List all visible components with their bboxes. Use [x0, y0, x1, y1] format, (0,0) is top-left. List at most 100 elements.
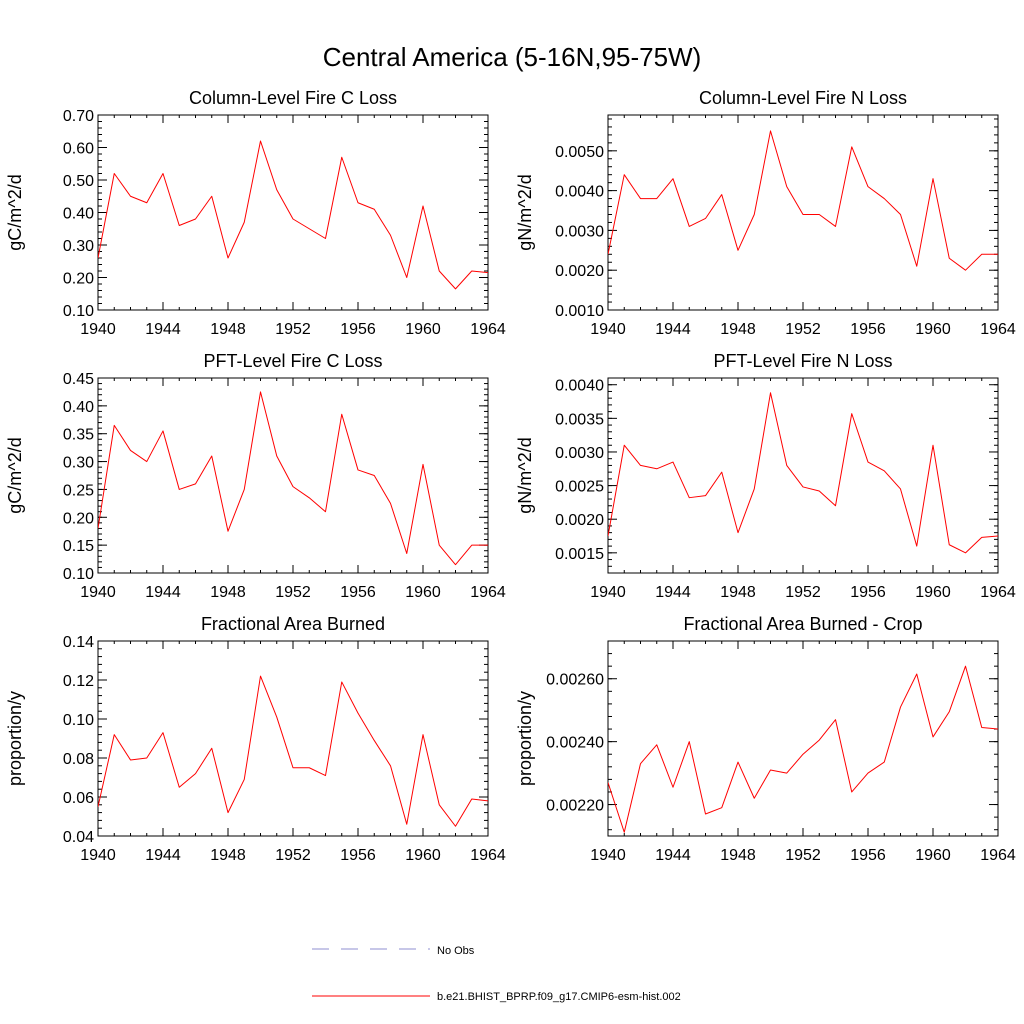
x-tick-label: 1964 — [980, 584, 1016, 601]
y-tick-label: 0.70 — [63, 108, 94, 125]
y-tick-label: 0.0040 — [555, 184, 604, 201]
y-axis-label: gC/m^2/d — [5, 437, 25, 513]
y-tick-label: 0.0015 — [555, 546, 604, 563]
series-line — [608, 130, 998, 271]
panel-6: Fractional Area Burned - Crop proportion/… — [515, 614, 1016, 864]
panel-1: Column-Level Fire C Loss gC/m^2/d 1940 1944… — [5, 88, 506, 338]
panel-title: Column-Level Fire N Loss — [699, 88, 907, 108]
y-tick-label: 0.10 — [63, 712, 94, 729]
x-tick-label: 1940 — [590, 584, 626, 601]
plot-frame — [607, 640, 999, 837]
legend-label-no-obs: No Obs — [437, 945, 475, 957]
x-tick-label: 1956 — [340, 321, 376, 338]
panel-4: PFT-Level Fire N Loss gN/m^2/d 1940 1944 194… — [515, 351, 1016, 601]
y-tick-label: 0.30 — [63, 238, 94, 255]
series-line — [98, 675, 488, 827]
y-tick-label: 0.0010 — [555, 303, 604, 320]
y-tick-label: 0.15 — [63, 538, 94, 555]
y-tick-label: 0.0040 — [555, 378, 604, 395]
x-tick-label: 1940 — [80, 321, 116, 338]
y-tick-label: 0.0035 — [555, 411, 604, 428]
y-tick-label: 0.40 — [63, 399, 94, 416]
y-tick-label: 0.20 — [63, 271, 94, 288]
x-tick-label: 1964 — [470, 584, 506, 601]
panel-3: PFT-Level Fire C Loss gC/m^2/d 1940 1944 194… — [5, 351, 506, 601]
y-tick-label: 0.0030 — [555, 445, 604, 462]
y-tick-label: 0.10 — [63, 566, 94, 583]
legend: No Obs b.e21.BHIST_BPRP.f09_g17.CMIP6-es… — [312, 945, 681, 1003]
x-tick-label: 1956 — [340, 847, 376, 864]
y-tick-label: 0.60 — [63, 141, 94, 158]
y-tick-label: 0.0050 — [555, 144, 604, 161]
y-tick-label: 0.40 — [63, 206, 94, 223]
y-tick-label: 0.06 — [63, 790, 94, 807]
x-tick-label: 1964 — [470, 847, 506, 864]
series-line — [608, 665, 998, 833]
legend-label-model: b.e21.BHIST_BPRP.f09_g17.CMIP6-esm-hist.… — [437, 991, 681, 1003]
y-tick-label: 0.04 — [63, 829, 94, 846]
x-tick-label: 1960 — [915, 321, 951, 338]
x-tick-label: 1948 — [210, 321, 246, 338]
x-tick-label: 1956 — [340, 584, 376, 601]
x-tick-label: 1960 — [915, 847, 951, 864]
x-tick-label: 1956 — [850, 584, 886, 601]
y-tick-label: 0.12 — [63, 673, 94, 690]
y-tick-label: 0.50 — [63, 173, 94, 190]
x-tick-label: 1960 — [405, 584, 441, 601]
x-tick-label: 1960 — [915, 584, 951, 601]
x-tick-label: 1960 — [405, 321, 441, 338]
x-tick-label: 1944 — [655, 584, 691, 601]
panel-5: Fractional Area Burned proportion/y 1940 19… — [5, 614, 506, 864]
x-tick-label: 1952 — [785, 847, 821, 864]
plot-frame — [97, 377, 489, 574]
x-tick-label: 1956 — [850, 321, 886, 338]
x-tick-label: 1952 — [785, 321, 821, 338]
x-tick-label: 1940 — [590, 847, 626, 864]
y-tick-label: 0.08 — [63, 751, 94, 768]
x-tick-label: 1940 — [590, 321, 626, 338]
panel-title: Fractional Area Burned - Crop — [683, 614, 922, 634]
y-tick-label: 0.0030 — [555, 223, 604, 240]
series-line — [98, 140, 488, 290]
x-tick-label: 1948 — [720, 584, 756, 601]
x-tick-label: 1948 — [210, 584, 246, 601]
y-axis-label: gC/m^2/d — [5, 174, 25, 250]
panel-2: Column-Level Fire N Loss gN/m^2/d 1940 1944… — [515, 88, 1016, 338]
x-tick-label: 1948 — [720, 321, 756, 338]
y-tick-label: 0.00240 — [546, 735, 604, 752]
plot-frame — [607, 377, 999, 574]
x-tick-label: 1944 — [145, 321, 181, 338]
panel-title: Column-Level Fire C Loss — [189, 88, 397, 108]
y-tick-label: 0.30 — [63, 455, 94, 472]
x-tick-label: 1944 — [655, 847, 691, 864]
y-tick-label: 0.45 — [63, 371, 94, 388]
y-tick-label: 0.0020 — [555, 263, 604, 280]
series-line — [98, 391, 488, 566]
x-tick-label: 1944 — [655, 321, 691, 338]
y-tick-label: 0.00260 — [546, 672, 604, 689]
series-line — [608, 392, 998, 554]
panel-grid: Column-Level Fire C Loss gC/m^2/d 1940 1944… — [5, 88, 1016, 864]
y-tick-label: 0.20 — [63, 510, 94, 527]
y-axis-label: proportion/y — [5, 691, 25, 786]
x-tick-label: 1952 — [275, 321, 311, 338]
plot-frame — [97, 640, 489, 837]
x-tick-label: 1948 — [720, 847, 756, 864]
y-tick-label: 0.0020 — [555, 512, 604, 529]
x-tick-label: 1952 — [275, 847, 311, 864]
y-axis-label: gN/m^2/d — [515, 174, 535, 250]
panel-title: PFT-Level Fire N Loss — [713, 351, 892, 371]
x-tick-label: 1952 — [275, 584, 311, 601]
y-tick-label: 0.35 — [63, 427, 94, 444]
panel-title: Fractional Area Burned — [201, 614, 385, 634]
y-tick-label: 0.0025 — [555, 479, 604, 496]
x-tick-label: 1940 — [80, 584, 116, 601]
y-tick-label: 0.10 — [63, 303, 94, 320]
panel-title: PFT-Level Fire C Loss — [203, 351, 382, 371]
x-tick-label: 1940 — [80, 847, 116, 864]
y-tick-label: 0.25 — [63, 482, 94, 499]
x-tick-label: 1944 — [145, 584, 181, 601]
y-axis-label: gN/m^2/d — [515, 437, 535, 513]
y-axis-label: proportion/y — [515, 691, 535, 786]
